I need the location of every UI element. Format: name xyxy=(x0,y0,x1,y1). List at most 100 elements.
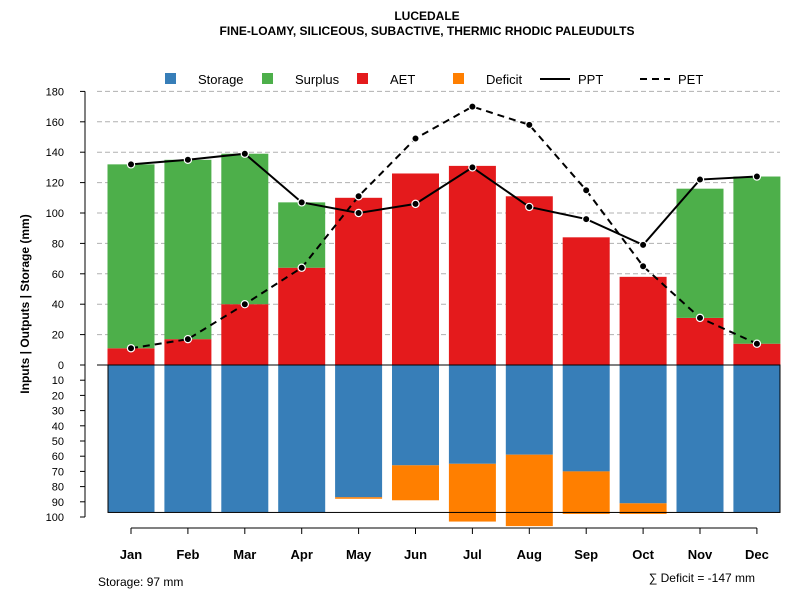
upper-y-tick-label: 160 xyxy=(46,117,64,129)
legend-surplus-swatch xyxy=(262,73,273,84)
storage-bar-feb xyxy=(164,365,212,513)
x-tick-label-oct: Oct xyxy=(632,547,654,562)
storage-capacity-box xyxy=(107,364,781,513)
lower-y-tick-label: 60 xyxy=(52,451,64,463)
pet-point-sep xyxy=(582,185,591,195)
deficit-bar-oct xyxy=(619,503,667,514)
legend-aet-label: AET xyxy=(390,72,415,87)
surplus-bar-apr xyxy=(278,202,326,268)
aet-bar-feb xyxy=(164,339,212,365)
x-tick-label-jul: Jul xyxy=(463,547,482,562)
deficit-bar-jul xyxy=(448,463,496,522)
upper-y-tick-label: 0 xyxy=(58,360,64,372)
x-tick-label-sep: Sep xyxy=(574,547,598,562)
storage-bar-jul xyxy=(448,365,496,464)
ppt-point-oct xyxy=(638,240,648,250)
x-tick-label-may: May xyxy=(346,547,372,562)
legend-storage-label: Storage xyxy=(198,72,244,87)
aet-bar-may xyxy=(335,197,383,365)
storage-bar-jun xyxy=(392,365,439,466)
upper-y-tick-label: 20 xyxy=(52,330,64,342)
storage-note: Storage: 97 mm xyxy=(98,575,183,589)
lower-y-tick-label: 100 xyxy=(46,512,64,524)
ppt-point-apr xyxy=(297,198,306,207)
ppt-point-aug xyxy=(525,202,534,212)
ppt-line xyxy=(130,152,757,247)
pet-point-may xyxy=(354,192,363,201)
aet-bar-mar xyxy=(221,304,269,365)
lower-y-tick-label: 80 xyxy=(52,482,64,494)
legend-storage-swatch xyxy=(165,73,176,84)
pet-point-apr xyxy=(297,263,306,272)
storage-bar-dec xyxy=(733,365,781,513)
aet-bar-aug xyxy=(505,196,553,365)
deficit-bar-aug xyxy=(505,454,553,527)
pet-point-dec xyxy=(752,339,762,348)
lower-y-tick-label: 20 xyxy=(52,390,64,402)
aet-bar-sep xyxy=(562,237,610,365)
legend-surplus-label: Surplus xyxy=(295,72,340,87)
lower-y-tick-label: 30 xyxy=(52,406,64,418)
aet-bar-dec xyxy=(733,343,781,365)
storage-bar-sep xyxy=(562,365,610,472)
legend-deficit-label: Deficit xyxy=(486,72,523,87)
deficit-bar-may xyxy=(335,497,383,499)
upper-y-tick-label: 80 xyxy=(52,238,64,250)
lower-y-tick-label: 70 xyxy=(52,466,64,478)
lower-y-tick-label: 40 xyxy=(52,421,64,433)
x-tick-label-aug: Aug xyxy=(517,547,542,562)
surplus-bar-nov xyxy=(676,188,724,318)
ppt-point-mar xyxy=(240,149,249,158)
axes: 0 20 40 60 80 100 120 140 160 180 10 20 30 40 50 60 70 80… xyxy=(46,86,781,562)
legend-pet-label: PET xyxy=(678,72,703,87)
legend-aet-swatch xyxy=(357,73,368,84)
chart-subtitle: FINE-LOAMY, SILICEOUS, SUBACTIVE, THERMI… xyxy=(220,24,635,38)
upper-y-tick-label: 140 xyxy=(46,147,64,159)
surplus-bar-dec xyxy=(733,176,781,344)
legend-ppt-label: PPT xyxy=(578,72,603,87)
series-lines xyxy=(126,102,762,353)
ppt-point-jun xyxy=(411,199,420,209)
lower-y-tick-label: 50 xyxy=(52,436,64,448)
x-tick-label-jun: Jun xyxy=(404,547,427,562)
lower-y-tick-label: 10 xyxy=(52,375,64,387)
storage-bar-aug xyxy=(505,365,553,455)
aet-bar-apr xyxy=(278,267,326,365)
upper-y-tick-label: 40 xyxy=(52,299,64,311)
deficit-bar-sep xyxy=(562,471,610,514)
lower-y-tick-label: 90 xyxy=(52,497,64,509)
storage-bar-jan xyxy=(107,365,155,513)
deficit-bar-jun xyxy=(392,465,439,501)
ppt-point-may xyxy=(354,208,363,218)
aet-bar-jan xyxy=(107,348,155,365)
x-tick-label-apr: Apr xyxy=(291,547,313,562)
upper-y-tick-label: 60 xyxy=(52,269,64,281)
chart-title: LUCEDALE xyxy=(394,9,459,23)
storage-bar-nov xyxy=(676,365,724,513)
deficit-note: ∑ Deficit = -147 mm xyxy=(649,571,755,585)
pet-point-jun xyxy=(411,134,420,143)
ppt-point-sep xyxy=(582,214,591,224)
pet-line xyxy=(130,105,758,350)
pet-point-jan xyxy=(126,344,136,353)
ppt-point-jul xyxy=(468,163,477,172)
legend-deficit-swatch xyxy=(453,73,464,84)
upper-y-tick-label: 180 xyxy=(46,86,64,98)
x-tick-label-nov: Nov xyxy=(688,547,713,562)
pet-point-mar xyxy=(240,300,249,309)
surplus-bar-feb xyxy=(164,159,212,340)
x-tick-label-dec: Dec xyxy=(745,547,769,562)
y-axis-label: Inputs | Outputs | Storage (mm) xyxy=(18,214,32,393)
surplus-bar-mar xyxy=(221,153,269,305)
storage-bar-mar xyxy=(221,365,269,513)
pet-point-feb xyxy=(183,334,193,344)
pet-point-jul xyxy=(468,102,477,111)
storage-bar-oct xyxy=(619,365,667,504)
surplus-bar-jan xyxy=(107,164,155,349)
legend: Storage Surplus AET Deficit PPT PET xyxy=(165,72,703,87)
upper-y-tick-label: 120 xyxy=(46,178,64,190)
x-tick-label-mar: Mar xyxy=(233,547,256,562)
ppt-point-dec xyxy=(752,172,762,181)
storage-bar-apr xyxy=(278,365,326,513)
